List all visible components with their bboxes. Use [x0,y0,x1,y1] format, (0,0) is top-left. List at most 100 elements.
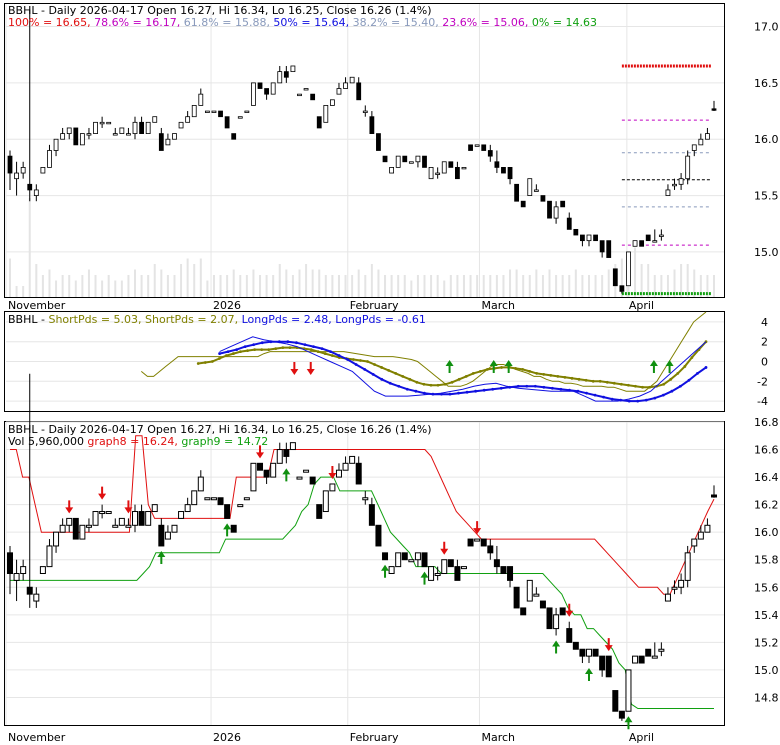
signal-candle-body [421,552,428,568]
candle-body [251,82,256,106]
signal-candle-body [375,524,382,547]
candle-body [336,88,342,95]
signal-x-tick: November [8,731,66,744]
signal-candle-body [342,462,349,471]
candle-body [27,183,33,191]
volume-bar [502,275,505,297]
oscillator-point [316,350,320,353]
oscillator-point [226,350,230,353]
price-y-tick: 16.0 [754,133,779,146]
oscillator-point [351,358,355,361]
oscillator-title-part-0: BBHL - [8,313,45,326]
oscillator-point [602,395,605,399]
volume-bar [55,280,58,297]
oscillator-point [415,380,419,384]
candle-body [580,234,585,242]
oscillator-point [354,363,358,366]
candle-body [185,116,191,123]
candle-body [665,189,671,196]
volume-bar [212,275,215,297]
fibonacci-legend: 100% = 16.65, 78.6% = 16.17, 61.8% = 15.… [8,16,597,29]
candle-body [402,155,408,163]
oscillator-y-tick: 4 [761,316,768,329]
signal-x-tick: February [350,731,399,744]
candle-body [448,161,454,168]
volume-bar [285,269,288,297]
oscillator-series-line [140,311,707,392]
oscillator-point [521,368,525,371]
oscillator-point [312,345,315,349]
signal-candle-body [671,586,678,590]
candle-body [441,161,447,174]
sell-signal-arrow [565,603,574,617]
volume-bar [515,269,518,297]
volume-bar [324,275,327,297]
signal-panel-frame [4,421,725,726]
signal-candle-body [39,566,46,575]
signal-candle-body [460,566,467,570]
volume-bar [568,275,571,297]
volume-bar [272,275,275,297]
signal-y-tick: 16.0 [754,526,779,539]
oscillator-point [551,386,554,390]
volume-bar [522,275,525,297]
volume-bar [305,264,308,297]
price-panel-y-axis: 17.0 16.5 16.0 15.5 15.0 [754,21,779,259]
oscillator-point [380,366,383,369]
oscillator-point [612,381,616,385]
oscillator-point [485,368,489,371]
volume-bar [686,264,689,297]
signal-panel: BBHL - Daily 2026-04-17 Open 16.27, Hi 1… [4,373,779,744]
oscillator-lines [140,311,708,403]
price-x-tick: 2026 [213,299,241,312]
candle-body [126,133,131,136]
volume-bar [245,275,248,297]
oscillator-point [500,366,503,369]
fib-legend-part-4: 38.2% = 15.40, [349,16,439,29]
oscillator-point [210,360,214,363]
signal-candle-body [191,490,198,506]
candle-body [698,138,704,146]
oscillator-point [679,384,682,388]
price-y-tick: 15.0 [754,246,779,259]
oscillator-point [359,359,362,362]
signal-candle-body [184,504,191,513]
signal-candle-body [474,538,481,542]
oscillator-point [598,379,602,383]
volume-bar [101,280,104,297]
candle-body [139,121,144,134]
signal-y-tick: 14.8 [754,691,779,704]
volume-bar [68,275,71,297]
signal-candle-body [59,524,66,533]
signal-candle-body [711,494,717,498]
signal-candle-body [158,524,165,547]
signal-candle-body [243,497,250,501]
volume-bar [28,198,31,297]
candle-body [678,178,684,185]
oscillator-point [235,348,239,352]
volume-bar [436,275,439,297]
buy-signal-arrow [624,716,633,730]
sell-signal-arrow [604,638,613,652]
oscillator-point [584,378,588,382]
signal-candle-body [559,607,566,616]
oscillator-point [401,374,405,378]
signal-candle-body [112,524,119,528]
oscillator-point [634,384,637,388]
signal-candle-body [625,669,632,712]
candle-body [33,189,39,196]
signal-candle-body [210,497,217,501]
oscillator-point [491,387,495,391]
signal-legend-part-0: Vol 5,960,000 [8,435,84,448]
volume-bar [173,275,176,297]
signal-candle-body [362,497,369,501]
signal-legend-part-1: graph8 = 16.24, [84,435,178,448]
candle-body [593,234,598,242]
signal-candle-body [316,504,323,519]
volume-bar [370,264,373,297]
sell-signal-arrow [290,362,299,375]
signal-candle-body [507,566,514,581]
candle-body [172,133,177,140]
volume-bar [265,275,268,297]
oscillator-series-line [219,340,707,403]
